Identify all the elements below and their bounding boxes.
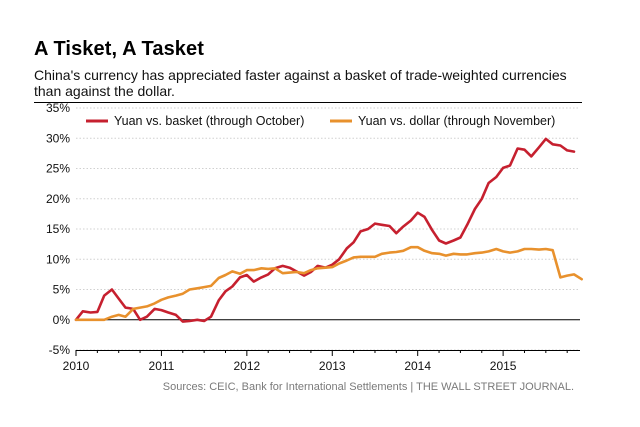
x-tick-label: 2012 — [233, 359, 260, 373]
chart-subtitle: China's currency has appreciated faster … — [34, 67, 567, 99]
x-tick-label: 2014 — [404, 359, 431, 373]
y-tick-label: 10% — [46, 252, 70, 266]
series-lines — [74, 137, 584, 323]
y-tick-label: 25% — [46, 162, 70, 176]
y-tick-label: 20% — [46, 192, 70, 206]
legend-label-1: Yuan vs. basket (through October) — [114, 114, 304, 128]
x-tick-label: 2010 — [63, 359, 90, 373]
y-tick-label: 30% — [46, 131, 70, 145]
title-rule — [34, 102, 582, 103]
legend: Yuan vs. basket (through October) Yuan vs… — [86, 114, 555, 128]
x-axis: 2010 2011 2012 2013 2014 2015 — [63, 350, 580, 373]
source-note: Sources: CEIC, Bank for International Se… — [162, 381, 574, 393]
series-line-1 — [74, 137, 576, 323]
x-tick-label: 2013 — [319, 359, 346, 373]
y-tick-label: 35% — [46, 101, 70, 115]
legend-label-2: Yuan vs. dollar (through November) — [358, 114, 555, 128]
x-tick-label: 2011 — [149, 359, 175, 373]
x-tick-label: 2015 — [490, 359, 517, 373]
y-tick-label: 15% — [46, 222, 70, 236]
y-tick-label: 5% — [53, 283, 71, 297]
y-tick-label: 0% — [53, 313, 71, 327]
series-line-2 — [74, 245, 584, 322]
y-tick-label: -5% — [49, 343, 71, 357]
y-axis-ticks: 35% 30% 25% 20% 15% 10% 5% 0% -5% — [46, 101, 70, 357]
chart-title: A Tisket, A Tasket — [34, 38, 205, 60]
